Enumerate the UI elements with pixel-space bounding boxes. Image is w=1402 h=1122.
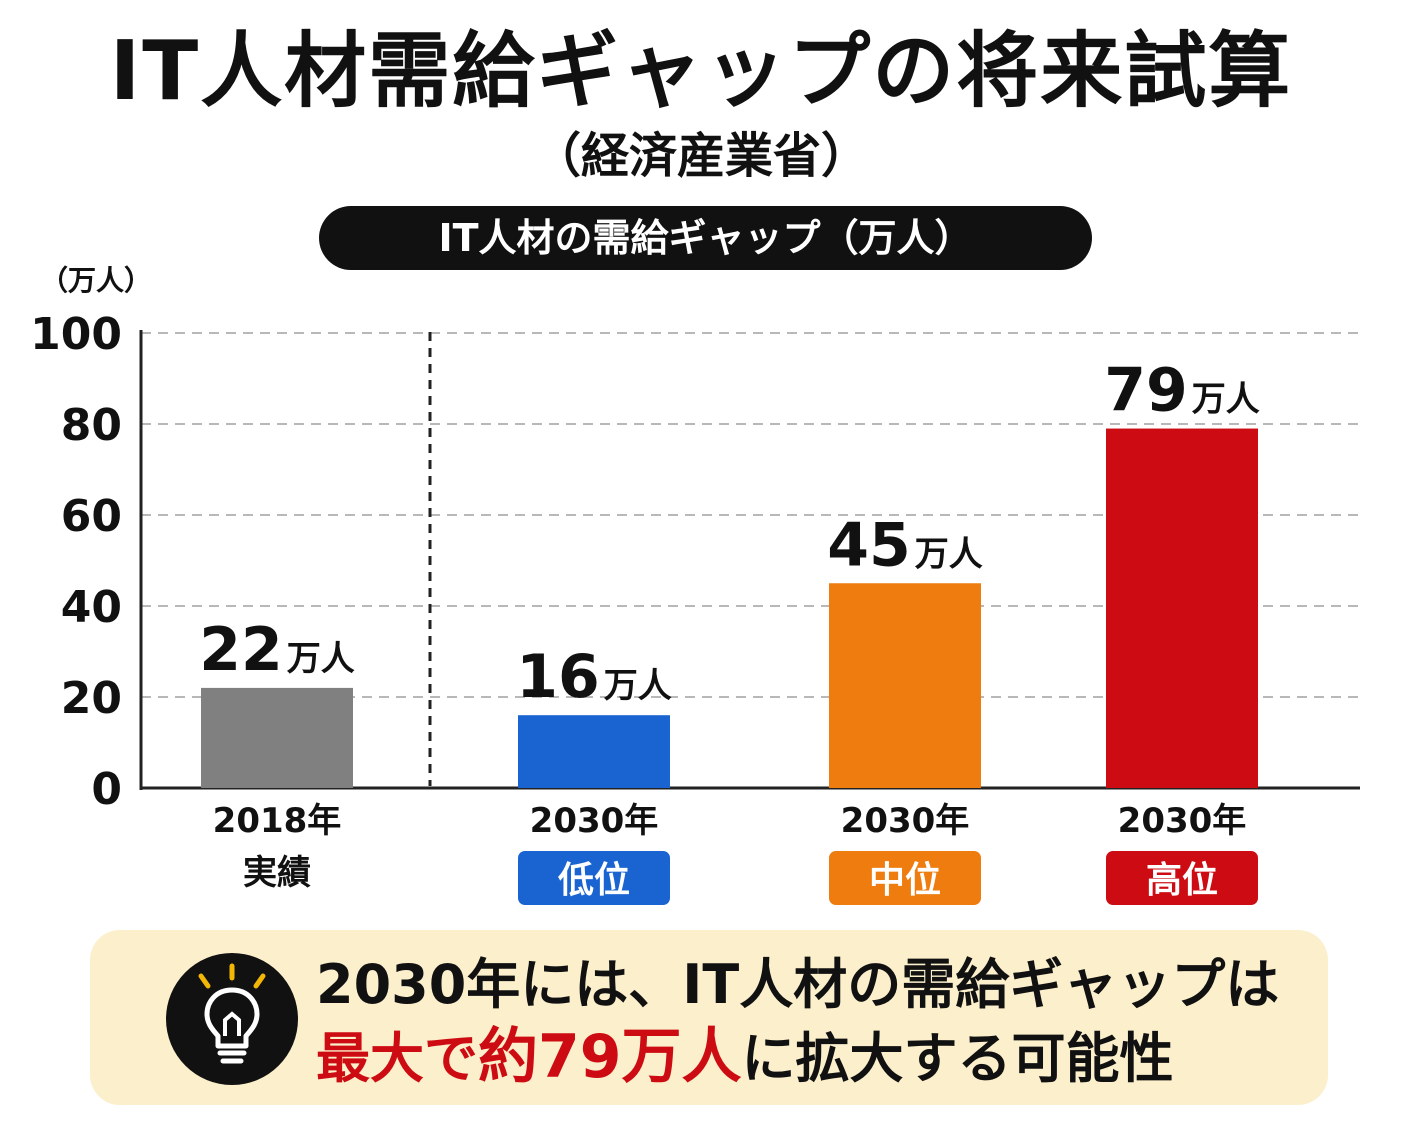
bar (829, 583, 981, 788)
scenario-badge-label: 中位 (869, 860, 941, 901)
y-tick-label: 20 (61, 673, 122, 724)
y-axis-unit-label: （万人） (40, 264, 152, 297)
bar-value-label: 16 万人 (516, 642, 672, 712)
callout-line-2: 最大で約79万人に拡大する可能性 (316, 1022, 1174, 1094)
x-category-label: 2030年 (841, 801, 970, 841)
x-category-label: 2030年 (530, 801, 659, 841)
page-subtitle: （経済産業省） (532, 128, 869, 184)
scenario-badge (829, 851, 981, 905)
y-tick-label: 80 (61, 400, 122, 451)
y-tick-label: 40 (61, 582, 122, 633)
bar (518, 715, 670, 788)
bar-value-label: 45 万人 (827, 510, 983, 580)
scenario-badge-label: 低位 (558, 860, 630, 901)
x-category-label: 2018年 (213, 801, 342, 841)
x-category-sublabel: 実績 (243, 853, 311, 893)
callout-emphasis-value: 約79万人 (478, 1022, 742, 1092)
y-tick-label: 60 (61, 491, 122, 542)
scenario-badge-label: 高位 (1146, 860, 1218, 901)
chart-label-pill: IT人材の需給ギャップ（万人） (319, 206, 1092, 270)
x-category-label: 2030年 (1118, 801, 1247, 841)
scenario-badge (518, 851, 670, 905)
y-tick-label: 0 (91, 764, 122, 815)
bar (201, 687, 353, 788)
y-tick-label: 100 (30, 309, 122, 360)
callout-line-1: 2030年には、IT人材の需給ギャップは (316, 953, 1280, 1016)
page-title: IT人材需給ギャップの将来試算 (109, 24, 1293, 119)
callout-emphasis-max: 最大で (316, 1027, 478, 1090)
callout-rest: に拡大する可能性 (741, 1027, 1174, 1090)
bar-value-label: 79 万人 (1104, 356, 1260, 426)
lightbulb-icon (166, 953, 298, 1085)
scenario-badge (1106, 851, 1258, 905)
bar (1106, 428, 1258, 788)
bar-value-label: 22 万人 (199, 615, 355, 685)
